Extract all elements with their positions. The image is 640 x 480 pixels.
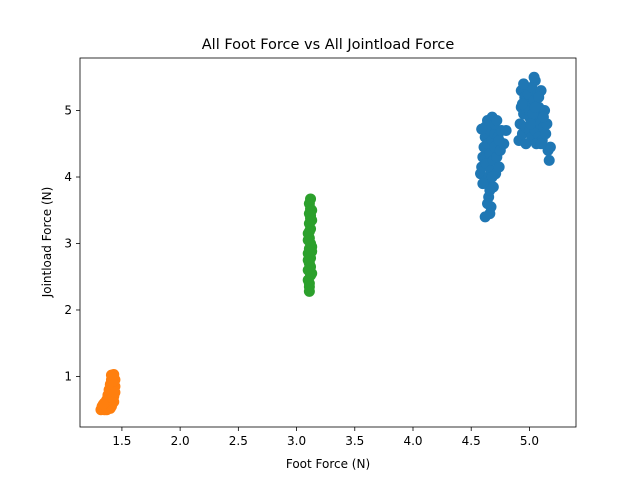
data-point — [528, 71, 540, 83]
data-point — [493, 134, 505, 146]
x-tick-label: 1.5 — [112, 434, 131, 448]
data-point — [540, 128, 552, 140]
data-point — [482, 198, 494, 210]
data-point — [303, 281, 315, 293]
data-point — [535, 138, 547, 150]
data-point — [525, 118, 537, 130]
plot-frame — [79, 57, 577, 428]
y-tick-label: 3 — [64, 236, 72, 250]
data-point — [533, 91, 545, 103]
x-axis-label: Foot Force (N) — [286, 457, 370, 471]
data-point — [493, 161, 505, 173]
series-1 — [95, 368, 121, 416]
x-axis-ticks: 1.5 2.0 2.5 3.0 3.5 4.0 4.5 5.0 — [112, 427, 539, 448]
series-0 — [475, 71, 556, 223]
chart-title: All Foot Force vs All Jointload Force — [202, 37, 455, 53]
data-point — [537, 111, 549, 123]
data-point — [109, 386, 121, 398]
data-point — [484, 208, 496, 220]
data-point — [305, 210, 317, 222]
data-point — [97, 398, 109, 410]
x-tick-label: 3.5 — [345, 434, 364, 448]
y-axis-ticks: 1 2 3 4 5 — [64, 104, 80, 383]
data-point — [108, 368, 120, 380]
x-tick-label: 5.0 — [520, 434, 539, 448]
plot-area — [80, 58, 576, 427]
x-tick-label: 2.0 — [171, 434, 190, 448]
data-point — [520, 138, 532, 150]
data-point — [491, 114, 503, 126]
y-tick-label: 5 — [64, 104, 72, 118]
y-tick-label: 1 — [64, 369, 72, 383]
series-2 — [302, 193, 318, 297]
data-point — [543, 154, 555, 166]
data-point — [302, 234, 314, 246]
y-tick-label: 4 — [64, 170, 72, 184]
data-point — [544, 141, 556, 153]
data-point — [477, 178, 489, 190]
points-layer — [95, 71, 556, 416]
data-point — [486, 171, 498, 183]
data-point — [500, 124, 512, 136]
y-axis-label: Jointload Force (N) — [40, 187, 54, 299]
data-point — [476, 123, 488, 135]
x-tick-label: 4.0 — [403, 434, 422, 448]
x-tick-label: 3.0 — [287, 434, 306, 448]
data-point — [305, 193, 317, 205]
data-point — [303, 226, 315, 238]
data-point — [518, 78, 530, 90]
data-point — [302, 254, 314, 266]
x-tick-label: 2.5 — [229, 434, 248, 448]
x-tick-label: 4.5 — [462, 434, 481, 448]
data-point — [306, 245, 318, 257]
data-point — [484, 184, 496, 196]
y-tick-label: 2 — [64, 303, 72, 317]
data-point — [529, 101, 541, 113]
data-point — [516, 98, 528, 110]
